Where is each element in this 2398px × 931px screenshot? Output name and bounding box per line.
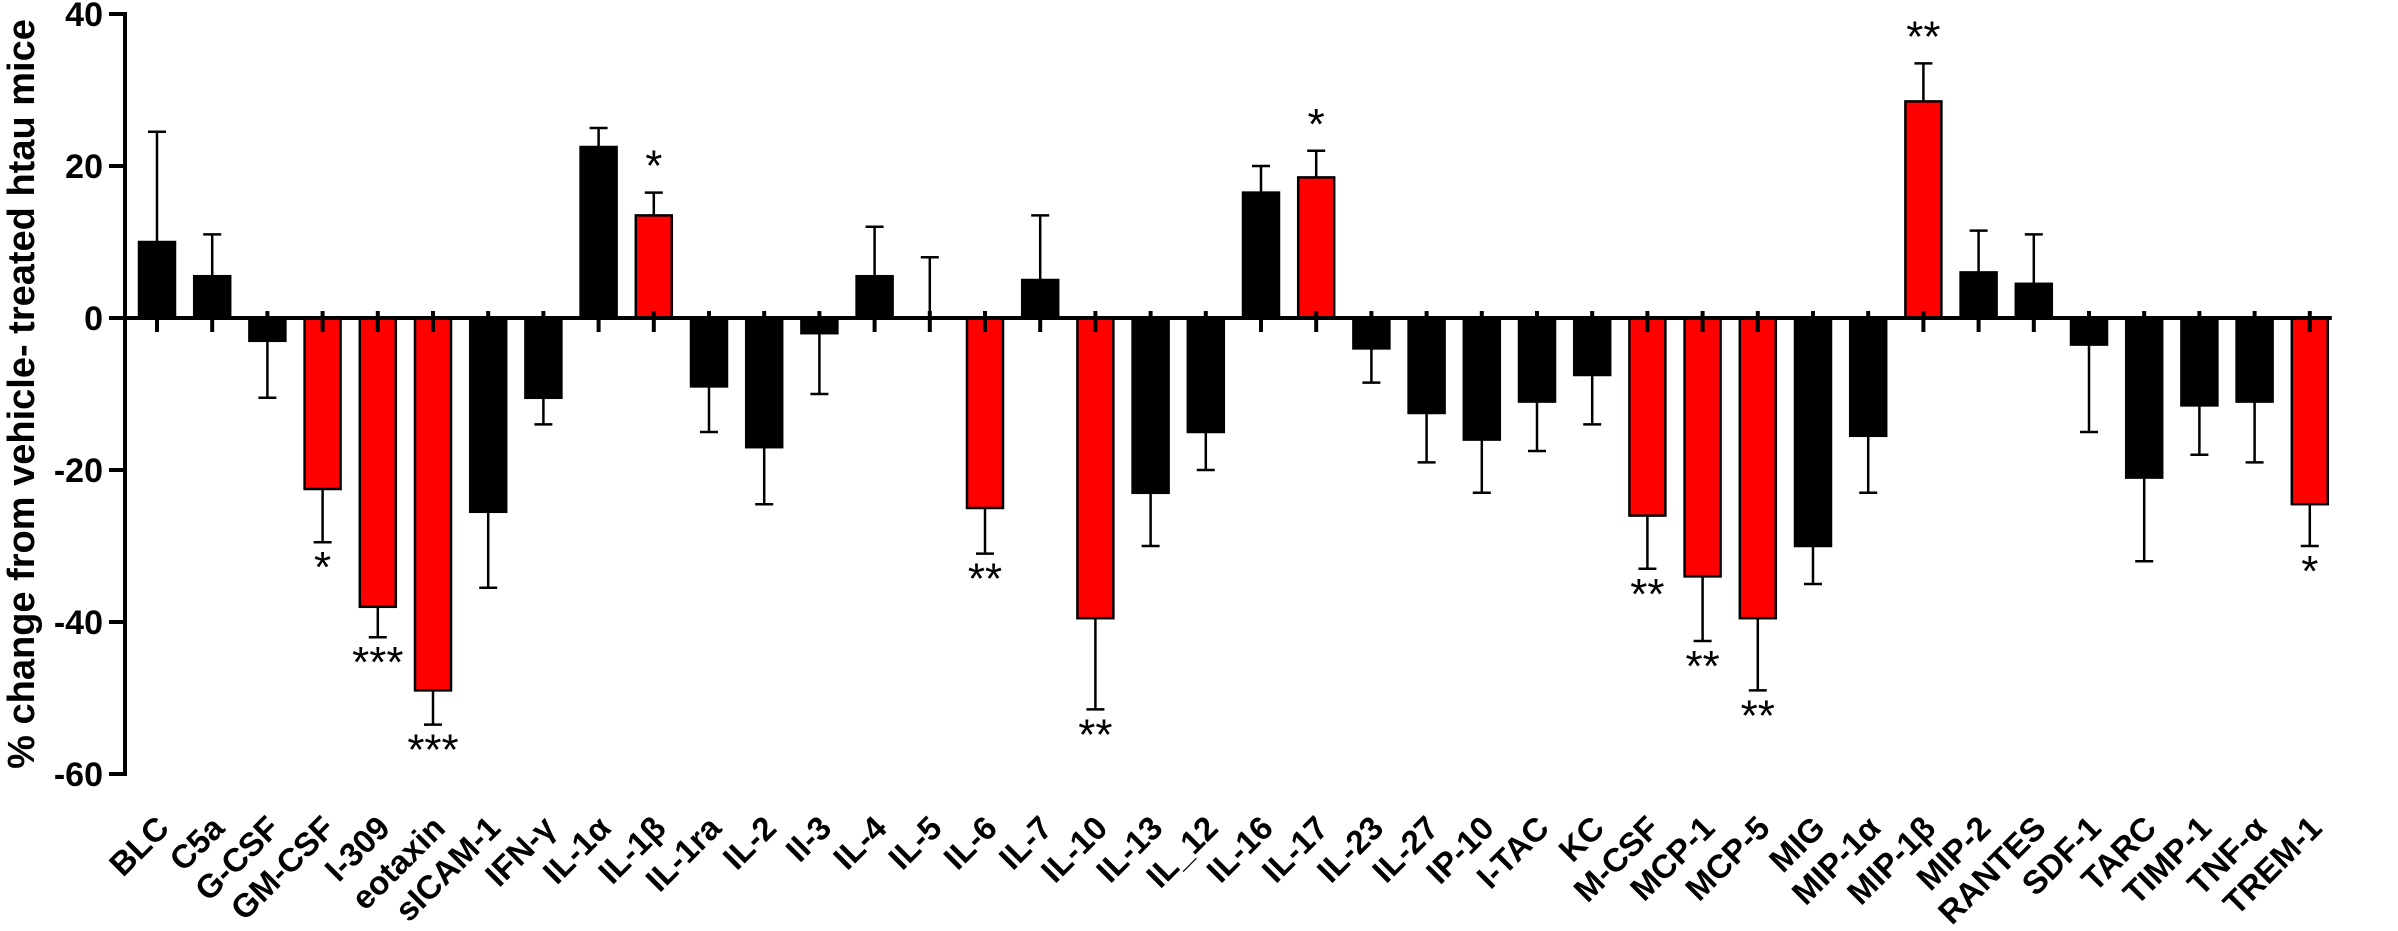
significance-label: * bbox=[314, 543, 331, 592]
bar bbox=[1793, 316, 1833, 548]
y-tick-label: -60 bbox=[54, 756, 103, 794]
y-tick-label: 40 bbox=[65, 0, 103, 34]
x-tick-label: IL-5 bbox=[881, 809, 949, 877]
y-tick-label: -20 bbox=[54, 452, 103, 490]
x-axis bbox=[125, 311, 2332, 332]
bar bbox=[1959, 271, 1998, 320]
bar bbox=[579, 145, 618, 320]
bar bbox=[358, 316, 398, 609]
x-tick-label: Il-3 bbox=[778, 809, 838, 869]
x-tick-label: IL-2 bbox=[715, 809, 783, 877]
x-tick-label: BLC bbox=[102, 809, 176, 883]
bars-group: ********************** bbox=[137, 12, 2330, 775]
bar bbox=[634, 214, 674, 320]
bar bbox=[1904, 100, 1943, 320]
bar bbox=[137, 240, 177, 320]
significance-label: * bbox=[1308, 100, 1325, 149]
bar bbox=[1131, 316, 1170, 495]
significance-label: * bbox=[2301, 547, 2318, 596]
bar bbox=[1407, 316, 1446, 415]
significance-label: ** bbox=[1906, 12, 1940, 61]
significance-label: ** bbox=[1741, 691, 1775, 740]
bar bbox=[1241, 191, 1281, 320]
y-axis: -60 -40 -20 0 20 40 bbox=[54, 0, 127, 794]
significance-label: ** bbox=[1630, 570, 1664, 619]
bar bbox=[2124, 316, 2164, 479]
bar bbox=[1848, 316, 1888, 438]
x-tick-label: IL-4 bbox=[826, 808, 894, 876]
bar bbox=[1076, 316, 1115, 620]
bar bbox=[1296, 176, 1336, 320]
bar bbox=[2290, 316, 2330, 506]
bar bbox=[303, 316, 342, 491]
bar bbox=[1186, 316, 1226, 434]
bar bbox=[1683, 316, 1722, 578]
bar bbox=[744, 316, 784, 449]
bar bbox=[1738, 316, 1778, 620]
significance-label: ** bbox=[1685, 642, 1719, 691]
y-tick-label: 20 bbox=[65, 148, 103, 186]
significance-label: ** bbox=[1078, 710, 1112, 759]
y-tick-label: 0 bbox=[84, 300, 103, 338]
bar bbox=[965, 316, 1005, 510]
y-tick-label: -40 bbox=[54, 604, 103, 642]
bar bbox=[1628, 316, 1667, 517]
significance-label: ** bbox=[968, 555, 1002, 604]
significance-label: *** bbox=[407, 726, 458, 775]
bar bbox=[1462, 316, 1502, 441]
bar bbox=[468, 316, 508, 514]
significance-label: *** bbox=[352, 638, 403, 687]
y-axis-label: % change from vehicle- treated htau mice bbox=[1, 19, 43, 769]
x-tick-label: IL-6 bbox=[936, 809, 1004, 877]
significance-label: * bbox=[645, 142, 662, 191]
bar bbox=[413, 316, 453, 692]
x-tick-labels: BLCC5aG-CSFGM-CSFI-309eotaxinsICAM-1IFN-… bbox=[102, 808, 2329, 931]
